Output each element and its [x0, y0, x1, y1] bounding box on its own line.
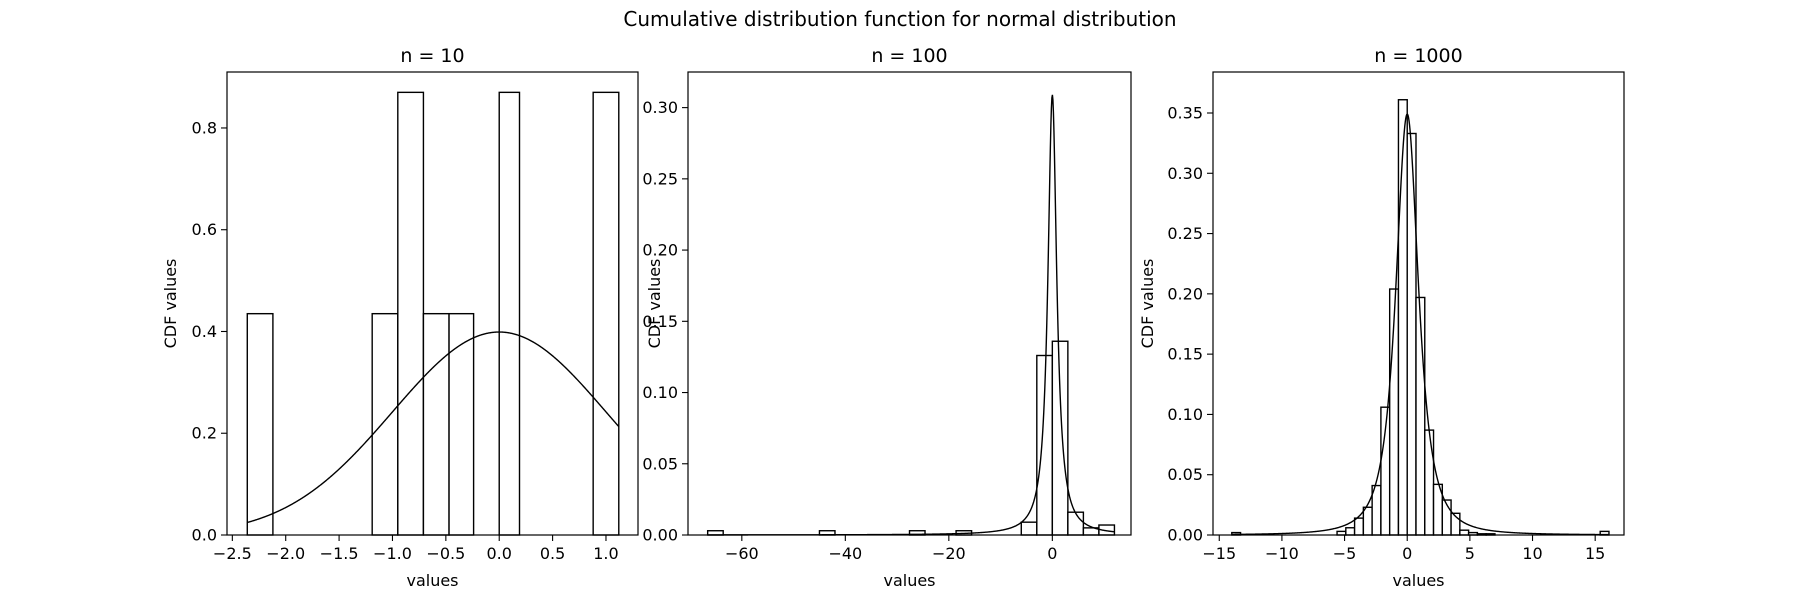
x-tick-label: 10 [1522, 544, 1542, 563]
x-tick-label: 0.0 [486, 544, 511, 563]
histogram-bar [371, 312, 399, 536]
density-curve [247, 331, 620, 524]
y-tick-label: 0.20 [1167, 284, 1203, 303]
x-tick-label: −5 [1333, 544, 1357, 563]
x-axis-label: values [883, 571, 935, 590]
x-tick-label: −1.0 [373, 544, 412, 563]
y-tick-label: 0.20 [642, 241, 678, 260]
histogram-bar [1415, 296, 1426, 536]
x-tick-label: −40 [828, 544, 862, 563]
y-tick-label: 0.2 [192, 424, 217, 443]
panel-title: n = 100 [871, 45, 947, 67]
histogram-bar [246, 312, 274, 536]
y-axis-label: CDF values [161, 259, 180, 349]
histogram-bar [1051, 340, 1069, 536]
x-tick-label: −1.5 [320, 544, 359, 563]
histogram-bar [422, 312, 450, 536]
histogram-bar [1067, 511, 1085, 536]
axes-frame [687, 71, 1132, 536]
y-tick-label: 0.35 [1167, 103, 1203, 122]
histogram-bar [1345, 527, 1356, 536]
histogram-bar [1459, 529, 1470, 536]
y-tick-label: 0.05 [642, 454, 678, 473]
axes-frame [226, 71, 639, 536]
y-tick-label: 0.8 [192, 118, 217, 137]
x-tick-label: −10 [1265, 544, 1299, 563]
axes-frame [1212, 71, 1625, 536]
panel-2: −60 −40 −20 0 0.00 0.05 0.10 0.15 0.20 0.25 0.30 n … [642, 45, 1132, 590]
y-tick-label: 0.05 [1167, 465, 1203, 484]
y-tick-label: 0.10 [1167, 405, 1203, 424]
chart-panels: −2.5 −2.0 −1.5 −1.0 −0.5 0.0 0.5 1.0 0.0 0.2 0.4 0.… [161, 45, 1625, 590]
x-tick-label: 0.5 [540, 544, 565, 563]
y-axis-label: CDF values [1138, 259, 1157, 349]
x-tick-label: 5 [1465, 544, 1475, 563]
panel-title: n = 10 [400, 45, 464, 67]
y-tick-label: 0.30 [1167, 164, 1203, 183]
x-axis-label: values [1392, 571, 1444, 590]
histogram-bar [1353, 517, 1365, 536]
x-tick-label: 0 [1047, 544, 1057, 563]
histogram-bar [1424, 429, 1435, 536]
x-axis-label: values [406, 571, 458, 590]
figure-title: Cumulative distribution function for nor… [623, 7, 1176, 31]
x-tick-label: 0 [1402, 544, 1412, 563]
x-tick-label: 15 [1585, 544, 1605, 563]
histogram-bar [448, 312, 475, 536]
y-tick-label: 0.0 [192, 526, 217, 545]
x-tick-label: −0.5 [426, 544, 465, 563]
panel-3: −15 −10 −5 0 5 10 15 0.00 0.05 0.10 0.15 0.20 0.25 0.… [1138, 45, 1625, 590]
panel-1: −2.5 −2.0 −1.5 −1.0 −0.5 0.0 0.5 1.0 0.0 0.2 0.4 0.… [161, 45, 639, 590]
x-tick-label: −60 [725, 544, 759, 563]
x-tick-label: −15 [1202, 544, 1236, 563]
y-tick-label: 0.15 [1167, 345, 1203, 364]
density-curve [1231, 113, 1609, 536]
y-tick-label: 0.6 [192, 220, 217, 239]
histogram-bar [498, 91, 521, 536]
y-axis-label: CDF values [645, 259, 664, 349]
histogram-bar [592, 91, 620, 536]
x-tick-label: −2.0 [266, 544, 305, 563]
y-tick-label: 0.00 [642, 526, 678, 545]
y-tick-label: 0.25 [1167, 224, 1203, 243]
histogram-bar [397, 91, 425, 536]
histogram-bar [1362, 506, 1373, 536]
histogram-bar [1020, 521, 1038, 536]
x-tick-label: 1.0 [593, 544, 618, 563]
panel-title: n = 1000 [1374, 45, 1462, 67]
y-tick-label: 0.00 [1167, 526, 1203, 545]
y-tick-label: 0.30 [642, 98, 678, 117]
x-tick-label: −20 [932, 544, 966, 563]
histogram-bar [1397, 99, 1408, 536]
y-tick-label: 0.4 [192, 322, 217, 341]
y-tick-label: 0.10 [642, 383, 678, 402]
y-tick-label: 0.15 [642, 312, 678, 331]
y-tick-label: 0.25 [642, 169, 678, 188]
x-tick-label: −2.5 [213, 544, 252, 563]
